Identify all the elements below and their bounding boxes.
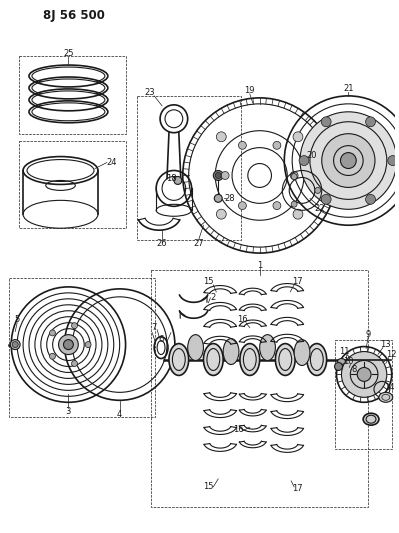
- Circle shape: [293, 132, 303, 142]
- Bar: [137, 96, 241, 240]
- Circle shape: [71, 360, 77, 367]
- Circle shape: [12, 342, 18, 348]
- Text: 2: 2: [211, 293, 216, 302]
- Circle shape: [63, 340, 73, 350]
- Text: 18: 18: [166, 174, 176, 183]
- Circle shape: [10, 340, 20, 350]
- Text: 19: 19: [245, 86, 255, 95]
- Text: 27: 27: [193, 239, 204, 248]
- Circle shape: [239, 201, 246, 209]
- Circle shape: [216, 209, 226, 219]
- Ellipse shape: [32, 103, 105, 121]
- Circle shape: [340, 152, 356, 168]
- Text: 20: 20: [307, 151, 317, 160]
- Ellipse shape: [363, 413, 379, 425]
- Circle shape: [291, 174, 297, 180]
- Text: 12: 12: [387, 350, 397, 359]
- Text: 7: 7: [152, 323, 157, 332]
- Circle shape: [49, 330, 55, 336]
- Text: 4: 4: [117, 410, 122, 419]
- Circle shape: [213, 171, 223, 181]
- Circle shape: [174, 176, 182, 184]
- Text: 22: 22: [314, 204, 325, 213]
- Circle shape: [291, 201, 297, 207]
- Circle shape: [216, 132, 226, 142]
- Circle shape: [300, 112, 397, 209]
- Circle shape: [290, 172, 298, 180]
- Bar: [19, 56, 126, 134]
- Circle shape: [293, 209, 303, 219]
- Ellipse shape: [188, 335, 203, 360]
- Ellipse shape: [307, 344, 327, 375]
- Circle shape: [365, 117, 375, 127]
- Circle shape: [357, 367, 371, 382]
- Ellipse shape: [260, 335, 275, 360]
- Ellipse shape: [223, 338, 239, 365]
- Ellipse shape: [32, 79, 105, 97]
- Text: 25: 25: [63, 49, 74, 58]
- Circle shape: [273, 141, 281, 149]
- Circle shape: [221, 172, 229, 180]
- Circle shape: [71, 322, 77, 329]
- Text: 28: 28: [225, 194, 235, 203]
- Circle shape: [365, 195, 375, 204]
- Ellipse shape: [338, 359, 346, 365]
- Circle shape: [215, 173, 221, 179]
- Circle shape: [273, 201, 281, 209]
- Text: 13: 13: [381, 340, 391, 349]
- Ellipse shape: [240, 344, 260, 375]
- Text: 17: 17: [292, 484, 302, 494]
- Circle shape: [388, 156, 398, 166]
- Circle shape: [315, 188, 321, 193]
- Ellipse shape: [275, 344, 295, 375]
- Circle shape: [239, 141, 246, 149]
- Text: 15: 15: [203, 277, 213, 286]
- Ellipse shape: [294, 340, 310, 366]
- Text: 14: 14: [385, 383, 395, 392]
- Circle shape: [49, 353, 55, 359]
- Text: 23: 23: [144, 88, 154, 98]
- Text: 8J 56 500: 8J 56 500: [43, 9, 105, 22]
- Bar: [334, 340, 392, 449]
- Ellipse shape: [32, 67, 105, 85]
- Text: 15: 15: [203, 482, 213, 491]
- Text: 24: 24: [107, 158, 117, 167]
- Circle shape: [321, 195, 331, 204]
- Circle shape: [334, 362, 342, 370]
- Bar: [19, 141, 126, 228]
- Circle shape: [299, 156, 309, 166]
- Text: 21: 21: [343, 84, 354, 93]
- Bar: [151, 270, 368, 507]
- Text: 1: 1: [257, 261, 262, 270]
- Circle shape: [85, 342, 91, 348]
- Ellipse shape: [32, 91, 105, 109]
- Text: 8: 8: [352, 365, 357, 374]
- Ellipse shape: [379, 392, 393, 402]
- Text: 17: 17: [292, 277, 302, 286]
- Circle shape: [321, 117, 331, 127]
- Text: 10: 10: [343, 357, 354, 366]
- Text: 9: 9: [365, 330, 371, 339]
- Ellipse shape: [203, 344, 223, 375]
- Text: 5: 5: [14, 315, 20, 324]
- Text: 16: 16: [237, 315, 248, 324]
- Ellipse shape: [169, 344, 189, 375]
- Circle shape: [322, 134, 375, 188]
- Text: 6: 6: [158, 335, 164, 344]
- Circle shape: [342, 352, 387, 397]
- Circle shape: [214, 195, 222, 203]
- Bar: [9, 278, 155, 417]
- Text: 26: 26: [157, 239, 167, 248]
- Circle shape: [59, 335, 78, 354]
- Text: 11: 11: [339, 347, 350, 356]
- Text: 16: 16: [233, 425, 243, 434]
- Text: 3: 3: [66, 407, 71, 416]
